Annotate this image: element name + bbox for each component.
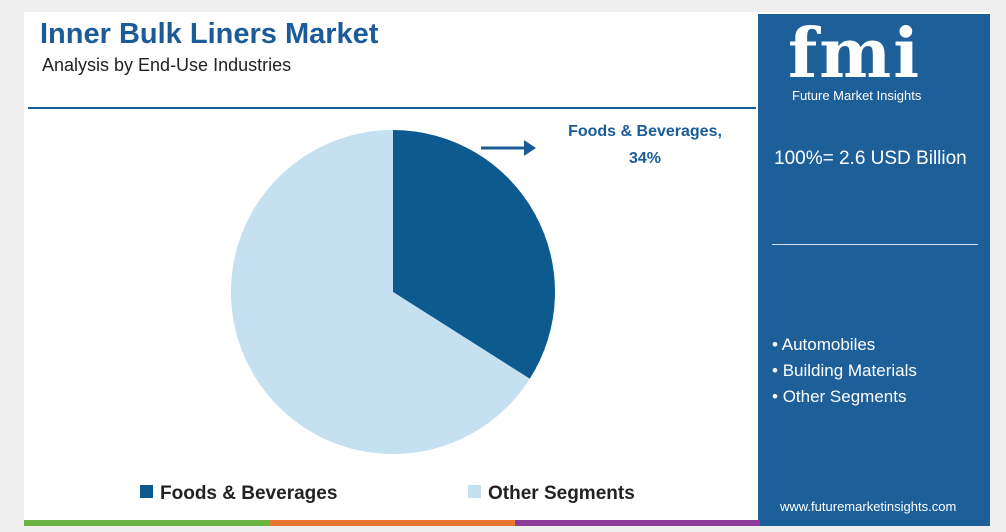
segment-text: Automobiles [781, 335, 876, 354]
data-label: Foods & Beverages, 34% [568, 123, 722, 167]
segment-item: • Building Materials [772, 358, 917, 384]
stripe [24, 520, 270, 526]
legend-label: Foods & Beverages [160, 483, 337, 504]
divider [772, 244, 978, 245]
pie-slice [231, 130, 530, 454]
website: www.futuremarketinsights.com [780, 499, 957, 514]
segment-item: • Automobiles [772, 332, 917, 358]
logo: fmi [788, 14, 922, 94]
total-note: 100%= 2.6 USD Billion [774, 148, 967, 169]
chart-subtitle: Analysis by End-Use Industries [42, 55, 292, 75]
stripe [270, 520, 515, 526]
card: Inner Bulk Liners Market Analysis by End… [24, 12, 990, 526]
pie-slice [393, 130, 556, 379]
side-panel: fmi Future Market Insights 100%= 2.6 USD… [758, 14, 990, 520]
bullet: • [772, 387, 783, 406]
segment-list: • Automobiles • Building Materials • Other… [772, 332, 917, 410]
chart: Foods & Beverages Other Segments [140, 130, 635, 504]
segment-text: Building Materials [782, 361, 917, 380]
stripe [515, 520, 760, 526]
legend-label: Other Segments [488, 483, 635, 504]
stripe [760, 520, 990, 526]
bullet: • [772, 335, 782, 354]
arrow-head [524, 140, 536, 156]
chart-title: Inner Bulk Liners Market [40, 18, 379, 50]
brand: Future Market Insights [792, 88, 922, 103]
legend-swatch [140, 485, 153, 498]
legend-swatch [468, 485, 481, 498]
divider [28, 107, 756, 109]
segment-text: Other Segments [782, 387, 907, 406]
segment-item: • Other Segments [772, 384, 917, 410]
bullet: • [772, 361, 783, 380]
